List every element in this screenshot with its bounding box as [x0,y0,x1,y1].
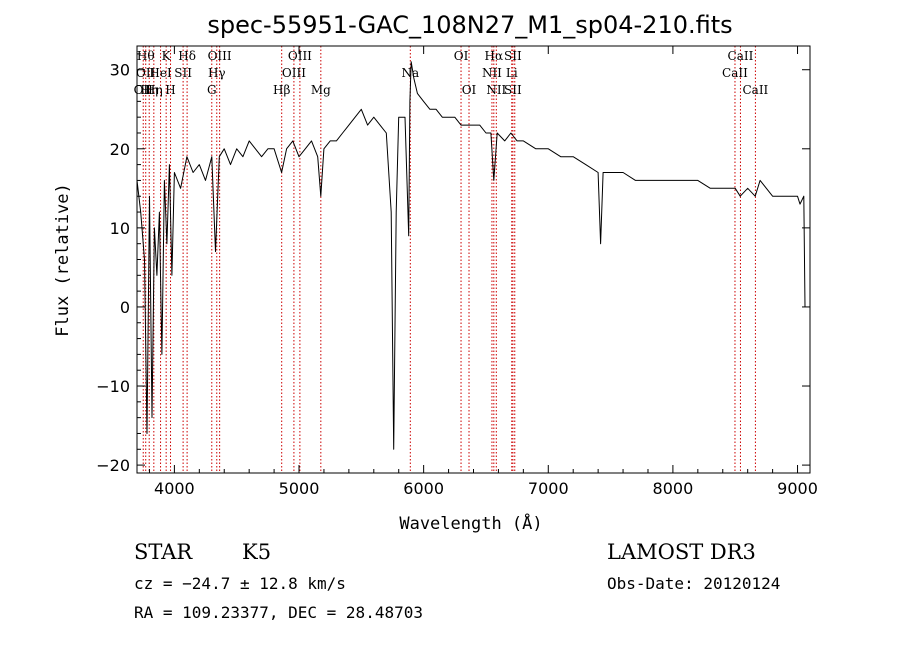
line-label-25-1: CaII [722,66,748,80]
line-label-20-0: Hα [485,49,504,63]
x-axis: 4000 5000 6000 7000 8000 9000 [148,46,818,498]
line-label-13-1: OIII [282,66,306,80]
line-label-26-0: CaII [728,49,754,63]
y-axis: −20 −10 0 10 20 30 [96,53,810,475]
line-label-6-2: H [165,83,175,97]
line-label-15-2: Mg [311,83,331,97]
line-label-17-0: OI [454,49,469,63]
obs-date: Obs-Date: 20120124 [607,574,781,593]
line-label-8-0: Hδ [178,49,196,63]
line-label-12-2: Hβ [273,83,290,97]
line-label-7-1: SII [174,66,192,80]
line-label-3-2: Hη [145,83,163,97]
chart-title: spec-55951-GAC_108N27_M1_sp04-210.fits [207,11,732,39]
line-label-9-2: G [207,83,217,97]
line-markers [142,46,756,473]
x-tick-label-0: 4000 [154,479,195,498]
line-label-11-0: OIII [208,49,232,63]
x-tick-label-4: 8000 [653,479,694,498]
line-label-22-1: Li [506,66,518,80]
line-label-4-1: HeI [149,66,172,80]
line-label-23-2: SII [504,83,522,97]
line-label-21-2: NII [486,83,506,97]
object-class: STAR [134,540,193,564]
x-axis-label: Wavelength (Å) [399,512,542,534]
redshift-text: cz = −24.7 ± 12.8 km/s [134,574,346,593]
line-label-10-1: Hγ [208,66,226,80]
line-labels: OIIHθOIIHηHηHeIKHSIIHδGHγOIIIHβOIIIOIIIM… [134,49,769,97]
y-axis-label: Flux (relative) [53,183,73,337]
plot-frame [136,45,811,474]
line-label-18-2: OI [462,83,477,97]
survey-name: LAMOST DR3 [607,540,756,564]
y-tick-label-4: 20 [110,140,130,159]
line-label-1-0: Hθ [137,49,155,63]
y-tick-label-0: −20 [96,456,130,475]
line-label-2-2: Hη [140,83,158,97]
y-tick-label-2: 0 [120,298,130,317]
line-label-23-0: SII [504,49,522,63]
line-label-5-0: K [162,49,172,63]
object-subclass: K5 [242,540,272,564]
line-label-14-0: OIII [288,49,312,63]
coordinates: RA = 109.23377, DEC = 28.48703 [134,603,423,622]
x-tick-label-2: 6000 [403,479,444,498]
x-tick-label-1: 5000 [279,479,320,498]
line-label-0-2: OII [134,83,154,97]
spectrum-line [136,61,806,450]
line-label-16-1: Na [401,66,419,80]
spectrum-layer [136,61,806,450]
y-tick-label-5: 30 [110,61,130,80]
line-label-19-1: NII [482,66,502,80]
y-tick-label-1: −10 [96,377,130,396]
x-tick-label-3: 7000 [528,479,569,498]
y-tick-label-3: 10 [110,219,130,238]
x-tick-label-5: 9000 [777,479,818,498]
line-label-27-2: CaII [742,83,768,97]
